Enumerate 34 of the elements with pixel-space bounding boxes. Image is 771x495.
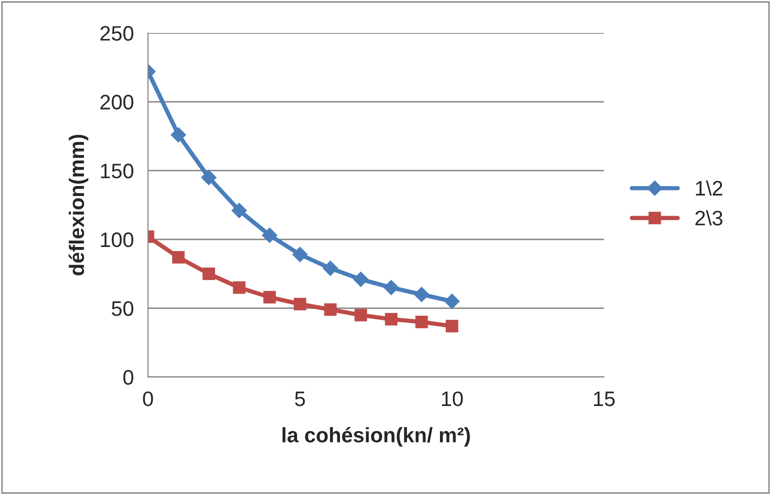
point	[170, 126, 186, 143]
point	[172, 251, 185, 264]
point	[446, 320, 458, 332]
x-tick-label: 10	[442, 391, 463, 406]
legend-label: 1\2	[696, 180, 722, 196]
y-tick-label: 200	[100, 94, 134, 110]
point	[294, 298, 306, 310]
legend-label: 2\3	[695, 210, 722, 226]
point	[263, 290, 276, 304]
point	[322, 260, 338, 276]
point	[200, 170, 217, 186]
point	[231, 202, 248, 218]
y-axis-title: déflexion(mm)	[68, 134, 88, 276]
point	[292, 246, 308, 262]
x-tick-label: 5	[295, 392, 305, 406]
y-tick-label: 100	[100, 232, 134, 248]
x-tick-label: 15	[594, 392, 615, 406]
point	[384, 312, 398, 326]
x-axis-title: la cohésion(kn/ m²)	[282, 426, 470, 447]
point	[202, 268, 216, 280]
y-tick-label: 250	[100, 26, 134, 41]
point	[383, 280, 400, 296]
x-tick-label: 0	[143, 391, 153, 406]
y-tick-label: 0	[123, 370, 134, 385]
point	[232, 281, 246, 294]
point	[262, 227, 278, 244]
y-tick-label: 50	[112, 301, 134, 316]
point	[415, 316, 428, 328]
point	[324, 303, 337, 316]
point	[352, 271, 369, 288]
point	[444, 293, 460, 310]
y-tick-label: 150	[100, 164, 134, 178]
point	[414, 286, 430, 302]
point	[354, 308, 368, 322]
